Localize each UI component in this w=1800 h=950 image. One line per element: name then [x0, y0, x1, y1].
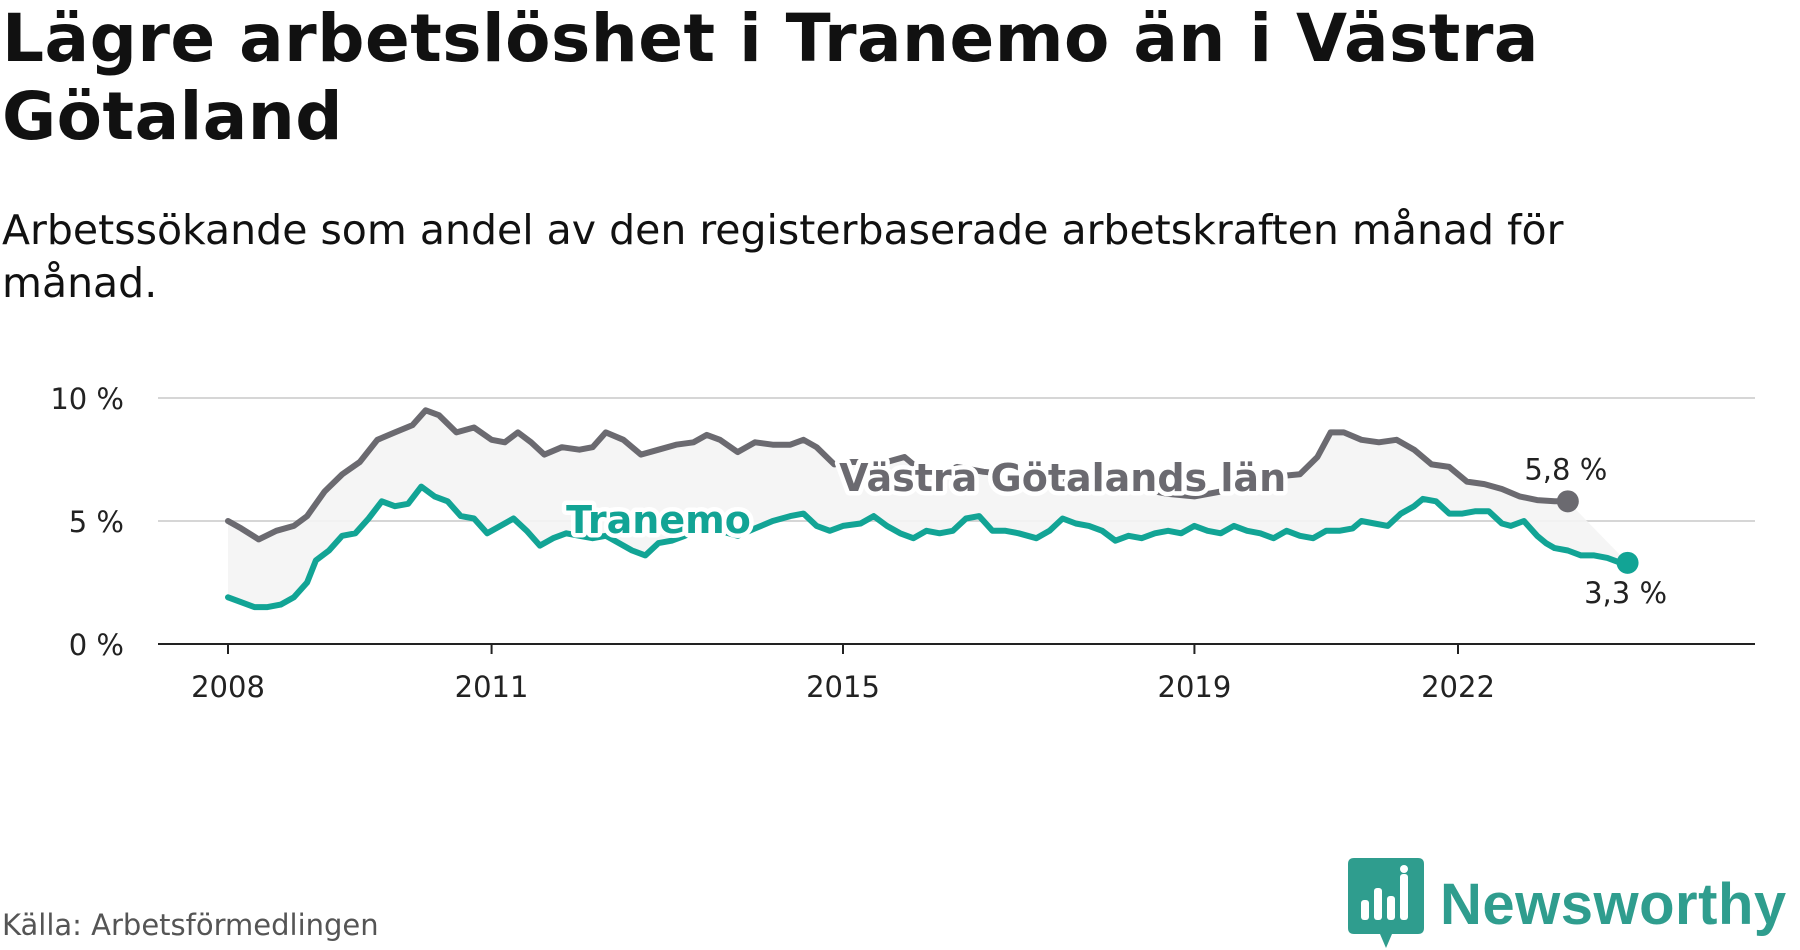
- series-label-vastra-gotaland: Västra Götalands län: [839, 456, 1286, 500]
- x-tick-label: 2008: [191, 670, 265, 704]
- area-between-series: [228, 410, 1628, 608]
- end-label-vastra-gotaland: 5,8 %: [1524, 452, 1607, 486]
- brand-logo: Newsworthy: [1348, 858, 1787, 950]
- line-chart: 0 % 5 % 10 % 2008 2011 2015 2019 2022 5,8 % 3,3 %…: [50, 382, 1755, 704]
- x-tick-label: 2015: [806, 670, 880, 704]
- end-label-tranemo: 3,3 %: [1584, 576, 1667, 610]
- chart-subtitle: Arbetssökande som andel av den registerb…: [2, 206, 1564, 307]
- x-tick-label: 2022: [1421, 670, 1495, 704]
- y-tick-label: 5 %: [69, 505, 124, 539]
- series-vastra-gotaland-end-point: [1556, 490, 1579, 513]
- series-tranemo-line: [225, 483, 1631, 611]
- series-label-tranemo: Tranemo: [566, 498, 751, 542]
- series-tranemo-end-point: [1616, 551, 1639, 574]
- brand-name: Newsworthy: [1440, 871, 1787, 937]
- y-tick-label: 10 %: [50, 382, 124, 416]
- x-tick-label: 2019: [1158, 670, 1232, 704]
- y-tick-label: 0 %: [69, 628, 124, 662]
- series-vastra-gotaland-line: [225, 407, 1571, 543]
- chart-title: Lägre arbetslöshet i Tranemo än i Västra…: [2, 0, 1539, 155]
- x-tick-label: 2011: [455, 670, 529, 704]
- source-credit: Källa: Arbetsförmedlingen: [2, 908, 379, 942]
- newsworthy-logo-icon: [1348, 858, 1424, 948]
